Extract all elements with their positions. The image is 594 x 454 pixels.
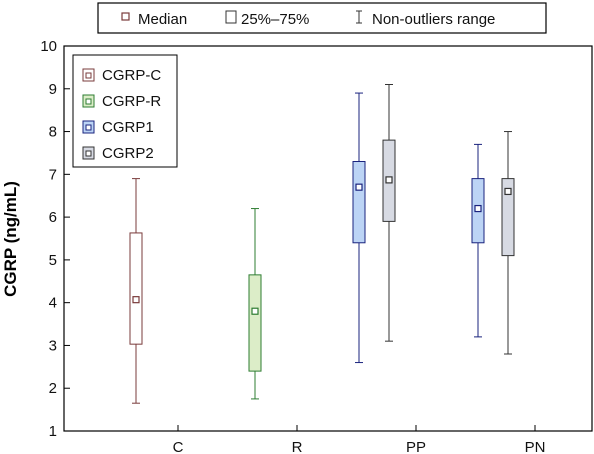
series-legend-label: CGRP-C	[102, 67, 161, 84]
y-tick-label: 3	[49, 337, 57, 354]
series-legend-label: CGRP2	[102, 145, 154, 162]
box-cgrp2-pn	[501, 131, 515, 355]
y-tick-label: 7	[49, 166, 57, 183]
y-tick-label: 5	[49, 252, 57, 269]
box-symbol-icon	[225, 10, 237, 24]
box-cgrp-r-r	[248, 208, 262, 400]
top-legend-label-range: Non-outliers range	[372, 11, 495, 28]
iqr-box	[248, 274, 262, 372]
series-legend-label: CGRP-R	[102, 93, 161, 110]
median-symbol-icon	[121, 12, 130, 21]
series-median-icon	[85, 72, 92, 79]
top-legend-median: Median	[121, 11, 187, 28]
top-legend-label-median: Median	[138, 11, 187, 28]
series-median-icon	[85, 98, 92, 105]
x-tick-label: C	[173, 439, 184, 454]
x-axis-ticks: C R PP PN	[173, 425, 546, 454]
series-legend-item: CGRP-C	[82, 67, 161, 84]
y-tick-label: 4	[49, 295, 57, 312]
series-legend-item: CGRP2	[82, 145, 154, 162]
iqr-box	[129, 232, 143, 345]
median-marker	[355, 183, 363, 191]
top-legend: Median 25%–75% Non-outliers range	[97, 2, 547, 34]
median-marker	[474, 204, 482, 213]
median-marker	[132, 296, 140, 304]
iqr-box	[501, 178, 515, 257]
series-legend-item: CGRP-R	[82, 93, 161, 110]
series-legend-label: CGRP1	[102, 119, 154, 136]
y-tick-label: 10	[40, 38, 57, 55]
series-legend-item: CGRP1	[82, 119, 154, 136]
top-legend-frame	[97, 2, 547, 34]
box-series	[129, 84, 515, 404]
box-cgrp-c-c	[129, 178, 143, 404]
x-tick-label: PP	[406, 439, 426, 454]
y-tick-label: 2	[49, 380, 57, 397]
y-axis-label: CGRP (ng/mL)	[1, 181, 20, 297]
y-tick-label: 1	[49, 423, 57, 440]
series-median-icon	[85, 150, 92, 157]
y-tick-label: 8	[49, 124, 57, 141]
series-legend: CGRP-C CGRP-R CGRP1 CGRP2	[72, 54, 178, 168]
x-tick-label: PN	[525, 439, 546, 454]
plot-frame	[63, 45, 593, 432]
median-marker	[385, 176, 393, 184]
y-tick-label: 9	[49, 81, 57, 98]
series-median-icon	[85, 124, 92, 131]
top-legend-range: Non-outliers range	[356, 10, 495, 28]
range-symbol-icon	[356, 10, 362, 24]
y-tick-label: 6	[49, 209, 57, 226]
median-marker	[251, 307, 259, 315]
box-cgrp1-pp	[352, 92, 366, 364]
iqr-box	[352, 161, 366, 244]
top-legend-box: 25%–75%	[225, 10, 309, 28]
top-legend-label-box: 25%–75%	[241, 11, 309, 28]
median-marker	[504, 187, 512, 196]
box-cgrp2-pp	[382, 84, 396, 342]
box-cgrp1-pn	[471, 143, 485, 338]
x-tick-label: R	[292, 439, 303, 454]
y-axis-ticks: 1 2 3 4 5 6 7 8 9 10	[40, 38, 70, 440]
